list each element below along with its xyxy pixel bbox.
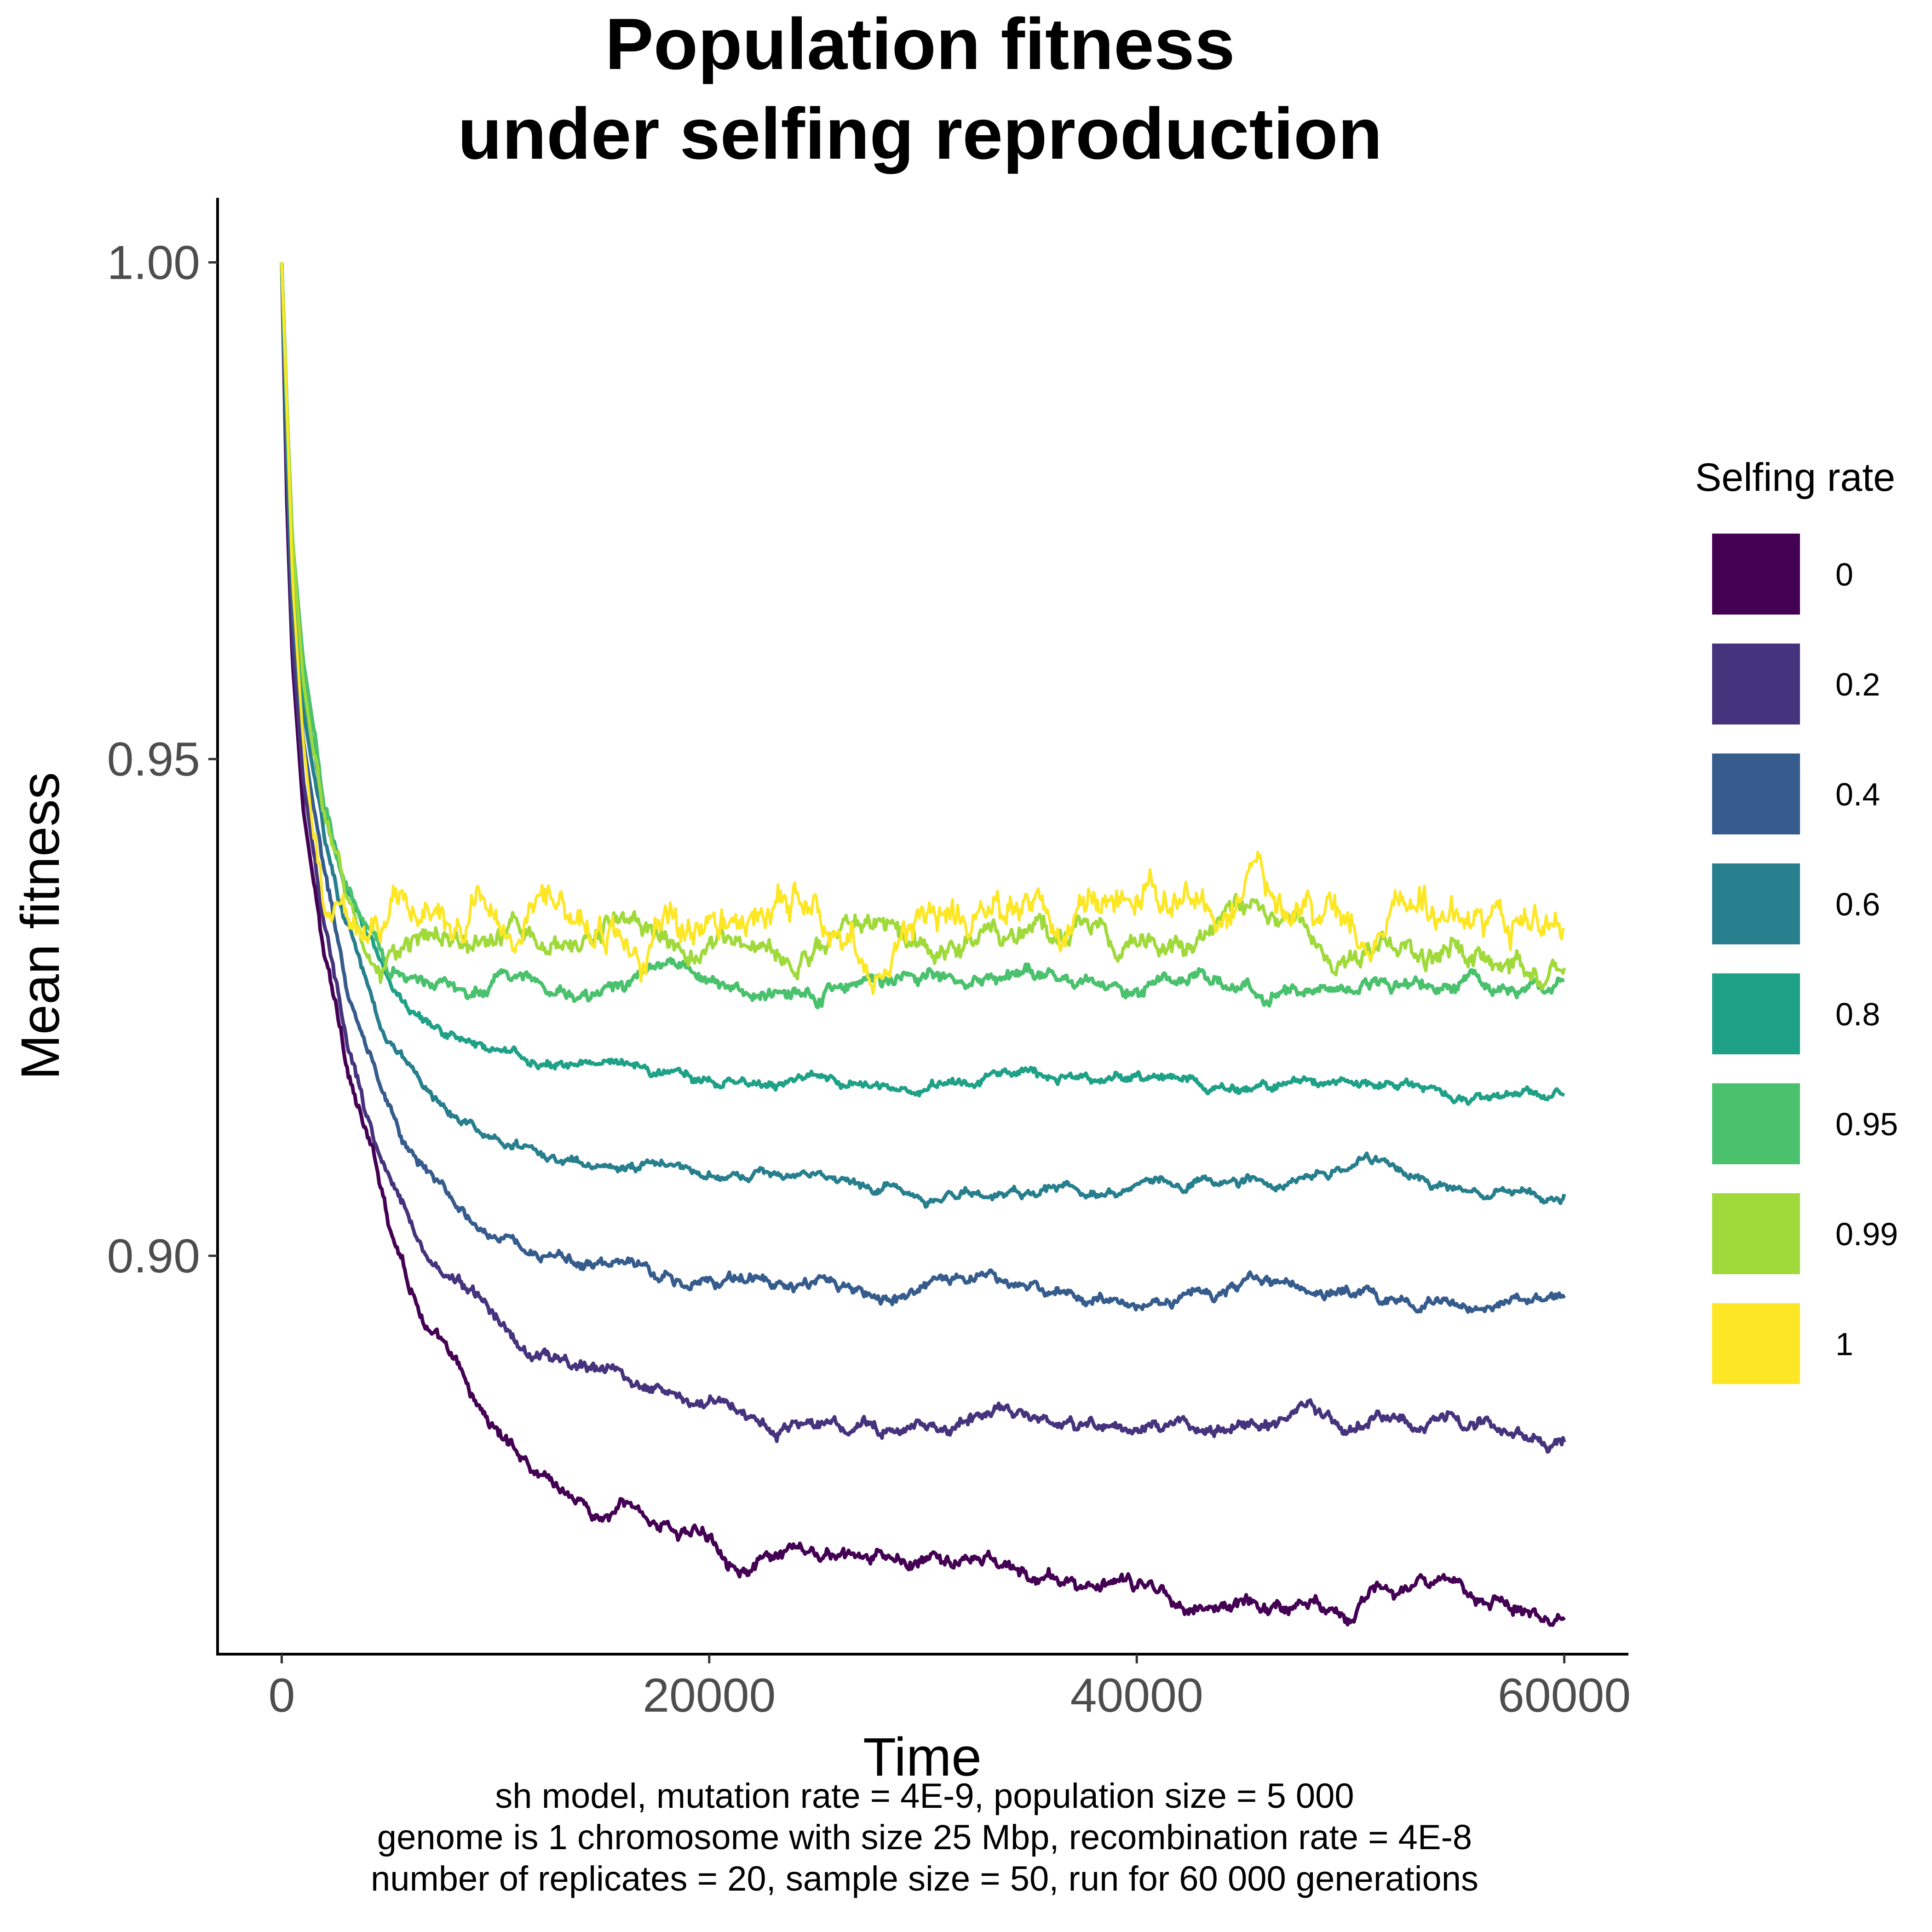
x-tick-label: 20000 <box>643 1669 776 1722</box>
legend-label-0.99: 0.99 <box>1835 1216 1898 1252</box>
series-line-selfing-0.95 <box>280 262 1565 1010</box>
caption-line-2: genome is 1 chromosome with size 25 Mbp,… <box>377 1818 1472 1857</box>
legend-swatch-0.99 <box>1712 1193 1800 1274</box>
legend-label-0.95: 0.95 <box>1835 1106 1898 1142</box>
legend-items: 0 0.2 0.4 0.6 0.8 0.95 0.99 1 <box>1712 534 1898 1384</box>
legend-swatch-0 <box>1712 534 1800 615</box>
series-line-selfing-0 <box>280 262 1566 1627</box>
series-line-selfing-0.4 <box>280 262 1566 1314</box>
y-ticks: 0.90 0.95 1.00 <box>107 236 218 1283</box>
legend: Selfing rate 0 0.2 0.4 0.6 0.8 0.95 0.99 1 <box>1695 455 1898 1384</box>
legend-swatch-0.2 <box>1712 644 1800 724</box>
x-tick-label: 40000 <box>1070 1669 1203 1722</box>
series-line-selfing-1 <box>280 262 1565 995</box>
series-line-selfing-0.2 <box>280 262 1566 1454</box>
chart-title-line-1: Population fitness <box>605 4 1235 85</box>
x-axis-title: Time <box>863 1727 982 1788</box>
legend-label-0.8: 0.8 <box>1835 996 1880 1032</box>
x-tick-label: 0 <box>268 1669 295 1722</box>
x-ticks: 0 20000 40000 60000 <box>268 1654 1631 1722</box>
legend-swatch-1 <box>1712 1303 1800 1384</box>
legend-swatch-0.8 <box>1712 973 1800 1054</box>
legend-label-0.4: 0.4 <box>1835 776 1880 812</box>
legend-swatch-0.4 <box>1712 753 1800 834</box>
legend-title: Selfing rate <box>1695 455 1895 500</box>
series-lines <box>280 262 1566 1627</box>
series-line-selfing-0.6 <box>280 262 1566 1209</box>
series-line-selfing-0.99 <box>280 262 1566 990</box>
caption-line-3: number of replicates = 20, sample size =… <box>371 1859 1478 1898</box>
plot-area: 0 20000 40000 60000 0.90 0.95 1.00 <box>107 198 1631 1722</box>
legend-label-1: 1 <box>1835 1326 1853 1362</box>
y-axis-title: Mean fitness <box>10 772 71 1080</box>
legend-label-0: 0 <box>1835 557 1853 592</box>
y-tick-label: 0.95 <box>107 733 200 786</box>
series-line-selfing-0.8 <box>280 262 1565 1106</box>
legend-label-0.6: 0.6 <box>1835 886 1880 922</box>
legend-swatch-0.95 <box>1712 1083 1800 1164</box>
y-tick-label: 0.90 <box>107 1230 200 1283</box>
caption-line-1: sh model, mutation rate = 4E-9, populati… <box>495 1777 1354 1816</box>
chart-title-line-2: under selfing reproduction <box>458 93 1382 174</box>
x-tick-label: 60000 <box>1498 1669 1631 1722</box>
y-tick-label: 1.00 <box>107 236 200 289</box>
legend-swatch-0.6 <box>1712 863 1800 944</box>
legend-label-0.2: 0.2 <box>1835 667 1880 702</box>
